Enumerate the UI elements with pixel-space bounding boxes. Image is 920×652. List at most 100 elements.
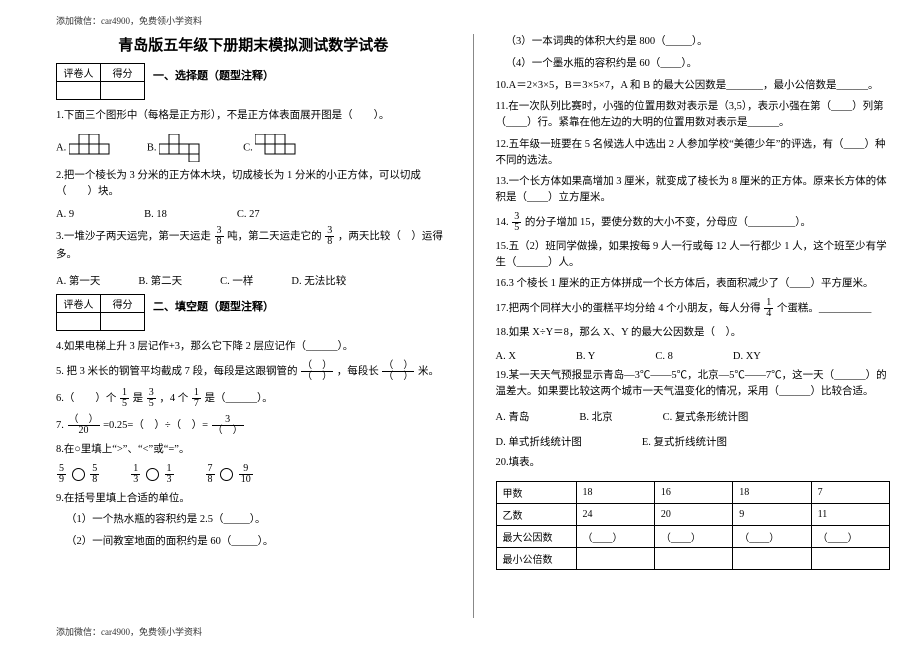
- cube-net-icon-b: [159, 134, 215, 162]
- cmp-1: 59 58: [56, 464, 100, 485]
- cell: 24: [576, 504, 654, 526]
- question-7: 7. （ ）20 =0.25=（ ）÷（ ）= 3（ ）: [56, 415, 451, 436]
- question-1-options: A. B. C.: [56, 134, 451, 162]
- question-9: 9.在括号里填上合适的单位。: [56, 491, 451, 507]
- question-9-1: （1）一个热水瓶的容积约是 2.5（_____）。: [66, 512, 451, 528]
- blank-fraction: （ ）（ ）: [382, 361, 414, 382]
- q17-pre: 17.把两个同样大小的蛋糕平均分给 4 个小朋友，每人分得: [496, 303, 761, 314]
- score-table-2: 评卷人得分: [56, 294, 145, 331]
- table-row: 甲数 18 16 18 7: [496, 482, 890, 504]
- q19-opt-a: A. 青岛: [496, 409, 530, 424]
- question-6: 6.（ ）个 15 是 35 ，4 个 17 是（______）。: [56, 388, 451, 409]
- exam-title: 青岛版五年级下册期末模拟测试数学试卷: [56, 34, 451, 55]
- q1-opt-a: A.: [56, 134, 119, 162]
- cell: 16: [654, 482, 732, 504]
- opt-label: A.: [56, 142, 66, 153]
- question-2: 2.把一个棱长为 3 分米的正方体木块，切成棱长为 1 分米的小正方体，可以切成…: [56, 168, 451, 200]
- fraction-3-5: 35: [512, 212, 521, 233]
- opt-label: C.: [243, 142, 253, 153]
- question-19-options-1: A. 青岛 B. 北京 C. 复式条形统计图: [496, 409, 891, 424]
- cell: （____）: [733, 526, 811, 548]
- question-11: 11.在一次队列比赛时，小强的位置用数对表示是（3,5），表示小强在第（____…: [496, 99, 891, 131]
- question-3-options: A. 第一天 B. 第二天 C. 一样 D. 无法比较: [56, 273, 451, 288]
- question-17: 17.把两个同样大小的蛋糕平均分给 4 个小朋友，每人分得 14 个蛋糕。___…: [496, 298, 891, 319]
- table-row: 最大公因数 （____） （____） （____） （____）: [496, 526, 890, 548]
- section-1-row: 评卷人得分 一、选择题（题型注释）: [56, 63, 451, 104]
- question-10: 10.A＝2×3×5，B＝3×5×7，A 和 B 的最大公因数是_______，…: [496, 78, 891, 94]
- fraction-3-8: 38: [325, 226, 334, 247]
- table-row: 最小公倍数: [496, 548, 890, 570]
- fraction-3-8: 38: [215, 226, 224, 247]
- question-1: 1.下面三个图形中（每格是正方形），不是正方体表面展开图是（ ）。: [56, 108, 451, 124]
- cell: （____）: [576, 526, 654, 548]
- q6-pre: 6.（ ）个: [56, 393, 119, 404]
- fill-table: 甲数 18 16 18 7 乙数 24 20 9 11 最大公因数 （____）…: [496, 481, 891, 570]
- question-13: 13.一个长方体如果高增加 3 厘米，就变成了棱长为 8 厘米的正方体。原来长方…: [496, 174, 891, 206]
- compare-circle: [220, 468, 233, 481]
- q7-pre: 7.: [56, 420, 67, 431]
- fraction-3-5: 35: [147, 388, 156, 409]
- cell: 7: [811, 482, 889, 504]
- row-label: 最小公倍数: [496, 548, 576, 570]
- question-9-4: （4）一个墨水瓶的容积约是 60（____）。: [506, 56, 891, 72]
- table-row: 乙数 24 20 9 11: [496, 504, 890, 526]
- q1-opt-c: C.: [243, 134, 303, 162]
- q18-opt-c: C. 8: [655, 351, 673, 362]
- row-label: 最大公因数: [496, 526, 576, 548]
- q7-eq: =0.25=（ ）÷（ ）=: [103, 420, 208, 431]
- question-3: 3.一堆沙子两天运完，第一天运走 38 吨，第二天运走它的 38 ，两天比较（ …: [56, 226, 451, 263]
- q5-text-post: 米。: [418, 366, 439, 377]
- compare-circle: [72, 468, 85, 481]
- cube-net-icon-a: [69, 134, 119, 162]
- cell: （____）: [654, 526, 732, 548]
- blank-fraction: （ ）（ ）: [301, 361, 333, 382]
- question-5: 5. 把 3 米长的钢管平均截成 7 段，每段是这跟钢管的 （ ）（ ） ，每段…: [56, 361, 451, 382]
- page-header-note: 添加微信：car4900，免费领小学资料: [56, 14, 202, 27]
- score-points-label: 得分: [101, 295, 145, 313]
- cmp-2: 13 13: [130, 464, 174, 485]
- question-4: 4.如果电梯上升 3 层记作+3，那么它下降 2 层应记作（______）。: [56, 339, 451, 355]
- section-2-title: 二、填空题（题型注释）: [153, 294, 274, 314]
- fraction-3-blank: 3（ ）: [212, 415, 244, 436]
- q3-opt-d: D. 无法比较: [291, 273, 346, 288]
- question-18-options: A. X B. Y C. 8 D. XY: [496, 351, 891, 362]
- compare-circle: [146, 468, 159, 481]
- q19-opt-d: D. 单式折线统计图: [496, 434, 582, 449]
- score-grader-label: 评卷人: [57, 64, 101, 82]
- q6-mid2: ，4 个: [159, 393, 191, 404]
- score-cell: [101, 82, 145, 100]
- cell: 18: [733, 482, 811, 504]
- q18-opt-a: A. X: [496, 351, 516, 362]
- cell: [654, 548, 732, 570]
- cell: 9: [733, 504, 811, 526]
- question-19-options-2: D. 单式折线统计图 E. 复式折线统计图: [496, 434, 891, 449]
- row-label: 乙数: [496, 504, 576, 526]
- section-2-row: 评卷人得分 二、填空题（题型注释）: [56, 294, 451, 335]
- score-table-1: 评卷人得分: [56, 63, 145, 100]
- opt-label: B.: [147, 142, 157, 153]
- page-footer-note: 添加微信：car4900，免费领小学资料: [56, 625, 202, 638]
- q14-post: 的分子增加 15，要使分数的大小不变，分母应（_________）。: [525, 217, 811, 228]
- q5-text-pre: 5. 把 3 米长的钢管平均截成 7 段，每段是这跟钢管的: [56, 366, 298, 377]
- q3-opt-a: A. 第一天: [56, 273, 100, 288]
- score-cell: [57, 313, 101, 331]
- question-16: 16.3 个棱长 1 厘米的正方体拼成一个长方体后，表面积减少了（____）平方…: [496, 276, 891, 292]
- q2-opt-b: B. 18: [144, 209, 167, 220]
- row-label: 甲数: [496, 482, 576, 504]
- question-9-3: （3）一本词典的体积大约是 800（_____）。: [506, 34, 891, 50]
- cube-net-icon-c: [255, 134, 303, 162]
- fraction-1-4: 14: [764, 298, 773, 319]
- q19-opt-b: B. 北京: [579, 409, 612, 424]
- q19-opt-e: E. 复式折线统计图: [642, 434, 727, 449]
- q2-opt-c: C. 27: [237, 209, 260, 220]
- q3-opt-b: B. 第二天: [138, 273, 182, 288]
- cell: [733, 548, 811, 570]
- question-9-2: （2）一间教室地面的面积约是 60（_____）。: [66, 534, 451, 550]
- q3-text-pre: 3.一堆沙子两天运完，第一天运走: [56, 231, 211, 242]
- question-15: 15.五（2）班同学做操，如果按每 9 人一行或每 12 人一行都少 1 人，这…: [496, 239, 891, 271]
- question-18: 18.如果 X÷Y＝8，那么 X、Y 的最大公因数是（ ）。: [496, 325, 891, 341]
- question-19: 19.某一天天气预报显示青岛—3℃——5℃，北京—5℃——7℃，这一天（____…: [496, 368, 891, 400]
- cell: （____）: [811, 526, 889, 548]
- fraction-blank-20: （ ）20: [68, 415, 100, 436]
- question-20: 20.填表。: [496, 455, 891, 471]
